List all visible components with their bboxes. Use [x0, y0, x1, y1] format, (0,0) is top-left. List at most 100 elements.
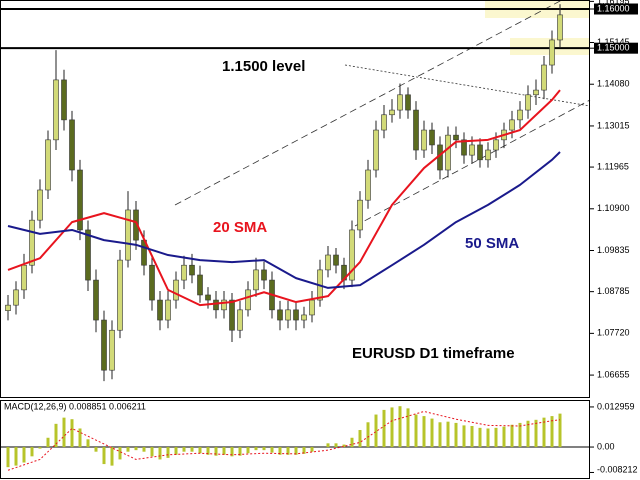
candle-body	[405, 94, 411, 111]
candle-body	[477, 144, 483, 161]
level-label: 1.1500 level	[222, 58, 305, 75]
macd-bar	[38, 447, 42, 449]
candle-body	[85, 229, 91, 281]
candle-body	[125, 209, 131, 261]
macd-bar	[14, 447, 18, 466]
candle-body	[525, 94, 531, 111]
candle-body	[541, 64, 547, 91]
candle-body	[309, 299, 315, 316]
y-tick-label: 1.07720	[597, 328, 630, 338]
candle-body	[389, 109, 395, 116]
candle-body	[21, 264, 27, 291]
macd-bar	[134, 447, 138, 451]
macd-bar	[366, 422, 370, 448]
y-tick-label: 1.11965	[597, 161, 629, 171]
candle-body	[493, 139, 499, 151]
macd-bar	[534, 419, 538, 448]
candle-body	[221, 299, 227, 311]
macd-bar	[326, 443, 330, 448]
candle-body	[301, 314, 307, 321]
macd-bar	[94, 447, 98, 452]
candle-body	[213, 299, 219, 311]
macd-bar	[438, 422, 442, 448]
level-label: 1.1600 level	[360, 0, 443, 3]
macd-bar	[158, 447, 162, 460]
candle-body	[77, 169, 83, 231]
macd-bar	[6, 447, 10, 468]
macd-bar	[430, 418, 434, 448]
candle-body	[285, 309, 291, 321]
annotation: EURUSD D1 timeframe	[352, 345, 515, 362]
macd-bar	[422, 416, 426, 448]
macd-tick-label: 0.00	[597, 441, 615, 451]
macd-bar	[142, 447, 146, 452]
signal-line	[7, 410, 561, 471]
macd-bar	[390, 407, 394, 448]
candle-body	[229, 299, 235, 331]
macd-bar	[278, 447, 282, 455]
candle-body	[53, 79, 59, 141]
y-tick-label: 1.16000	[597, 3, 630, 13]
candle-body	[133, 209, 139, 241]
candle-body	[189, 264, 195, 276]
macd-bar	[174, 447, 178, 455]
candle-body	[517, 109, 523, 121]
macd-bar	[510, 424, 514, 448]
candle-body	[165, 299, 171, 321]
candle-body	[381, 114, 387, 131]
candle-body	[69, 119, 75, 171]
candle-body	[325, 254, 331, 271]
macd-bar	[46, 437, 50, 448]
y-tick-label: 1.13015	[597, 120, 630, 130]
candle-body	[5, 304, 11, 311]
candle-body	[237, 309, 243, 331]
candle-body	[117, 259, 123, 331]
macd-bar	[406, 408, 410, 448]
y-tick-label: 1.10900	[597, 203, 630, 213]
macd-bar	[206, 447, 210, 455]
candle-body	[173, 279, 179, 301]
candle-body	[205, 294, 211, 301]
tick-label-box	[594, 3, 638, 15]
macd-bar	[294, 447, 298, 455]
tick-label-box	[594, 42, 638, 54]
macd-bar	[166, 447, 170, 458]
macd-bar	[150, 447, 154, 457]
candle-body	[293, 309, 299, 321]
candle-body	[349, 229, 355, 281]
macd-bar	[550, 416, 554, 448]
macd-bar	[222, 447, 226, 455]
candle-body	[253, 269, 259, 291]
macd-bar	[558, 413, 562, 448]
candle-body	[109, 329, 115, 371]
macd-bar	[342, 444, 346, 448]
macd-bar	[62, 417, 66, 448]
y-tick-label: 1.16195	[597, 0, 630, 6]
macd-bar	[230, 447, 234, 457]
macd-bar	[494, 427, 498, 448]
candle-body	[429, 129, 435, 146]
macd-title: MACD(12,26,9) 0.008851 0.006211	[4, 401, 146, 411]
candle-body	[357, 199, 363, 231]
macd-bar	[486, 428, 490, 448]
candle-body	[149, 264, 155, 301]
macd-bar	[30, 447, 34, 457]
macd-bar	[462, 425, 466, 448]
macd-bar	[350, 437, 354, 448]
macd-bar	[286, 447, 290, 455]
candle-body	[37, 189, 43, 221]
macd-bar	[102, 447, 106, 465]
macd-bar	[334, 443, 338, 448]
candle-body	[197, 274, 203, 296]
macd-bar	[78, 428, 82, 448]
candle-body	[397, 94, 403, 111]
candle-body	[469, 144, 475, 156]
sma-label: 20 SMA	[213, 219, 267, 236]
candle-body	[365, 169, 371, 201]
candle-body	[13, 289, 19, 306]
macd-bar	[126, 447, 130, 452]
macd-bar	[246, 447, 250, 454]
y-tick-label: 1.15000	[597, 43, 630, 53]
macd-bar	[454, 422, 458, 448]
candle-body	[245, 289, 251, 311]
